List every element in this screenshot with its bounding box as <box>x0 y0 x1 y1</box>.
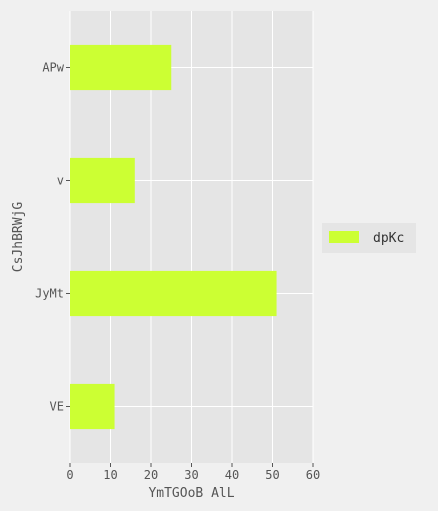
y-tick-label: v <box>57 174 64 188</box>
y-tick-label: VE <box>50 400 64 414</box>
x-tick-labels: 0 10 20 30 40 50 60 <box>66 463 320 482</box>
y-tick-labels: APw v JyMt VE <box>35 61 70 414</box>
x-tick-label: 10 <box>103 468 117 482</box>
x-tick-label: 40 <box>225 468 239 482</box>
x-tick-label: 0 <box>66 468 73 482</box>
x-axis-title: YmTGOoB AlL <box>148 486 234 501</box>
y-axis-title: CsJhBRWjG <box>11 202 26 273</box>
bar-APw <box>70 44 172 91</box>
x-tick-label: 30 <box>184 468 198 482</box>
y-tick-label: APw <box>42 61 64 75</box>
bars <box>70 44 277 430</box>
x-tick-label: 20 <box>144 468 158 482</box>
x-tick-label: 60 <box>306 468 320 482</box>
x-tick-label: 50 <box>265 468 279 482</box>
legend-label: dpKc <box>373 231 404 246</box>
bar-JyMt <box>70 270 277 317</box>
y-tick-label: JyMt <box>35 287 64 301</box>
legend: dpKc <box>322 223 416 253</box>
bar-v <box>70 157 135 204</box>
bar-VE <box>70 383 115 430</box>
legend-swatch <box>329 231 359 243</box>
